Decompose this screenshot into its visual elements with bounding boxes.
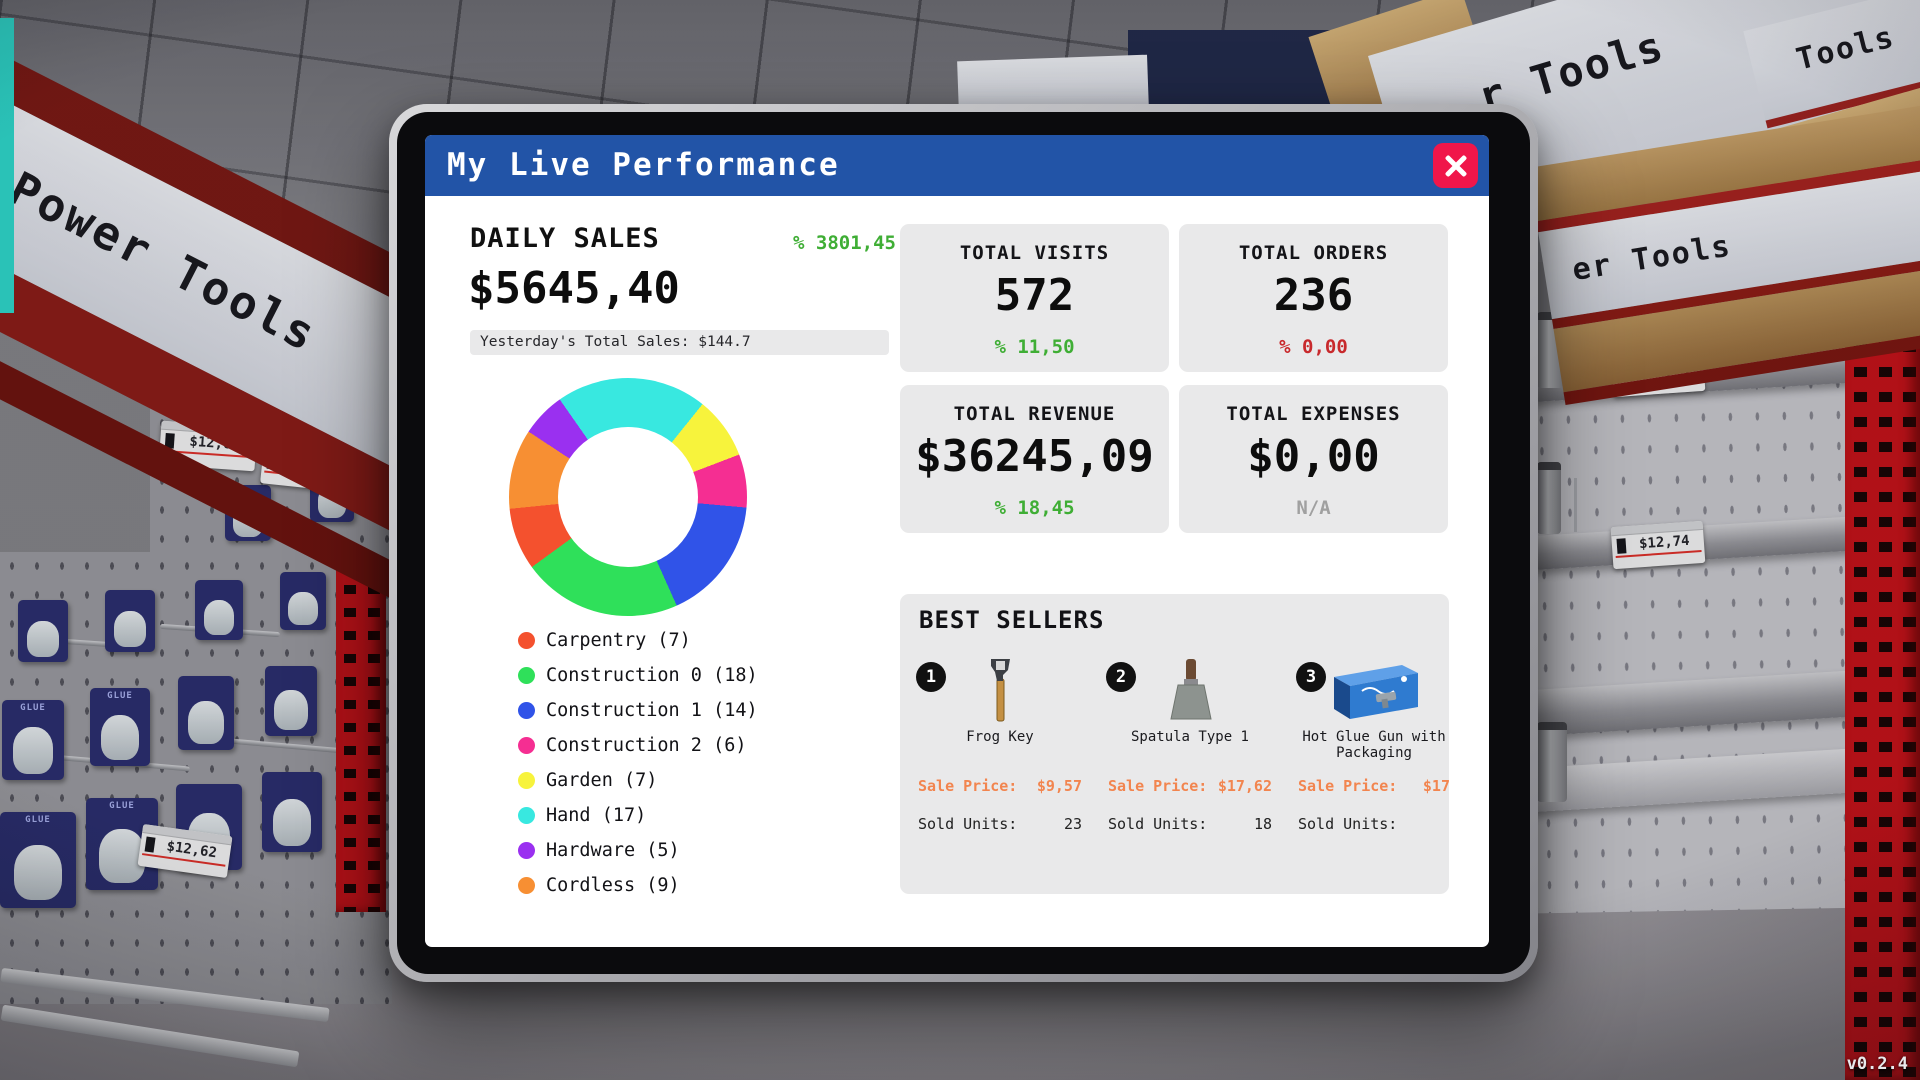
- legend-label: Carpentry (7): [546, 629, 691, 651]
- stat-delta: % 11,50: [994, 336, 1075, 358]
- legend-dot: [518, 701, 535, 719]
- glue-gun-box-icon: [1294, 654, 1449, 726]
- stat-value: 572: [994, 270, 1075, 321]
- stat-delta: % 0,00: [1279, 336, 1348, 358]
- legend-item: Construction 1 (14): [518, 699, 758, 721]
- sale-price-value: $17: [1422, 777, 1449, 795]
- sold-units-label: Sold Units:: [1108, 815, 1208, 833]
- stat-card-total-visits: TOTAL VISITS 572 % 11,50: [900, 224, 1169, 372]
- product-name: Frog Key: [966, 729, 1034, 745]
- frog-key-icon: [914, 654, 1086, 726]
- stat-card-total-expenses: TOTAL EXPENSES $0,00 N/A: [1179, 385, 1448, 533]
- stat-label: TOTAL ORDERS: [1238, 242, 1389, 264]
- legend-label: Hardware (5): [546, 839, 680, 861]
- legend-item: Hardware (5): [518, 839, 758, 861]
- daily-sales-label: DAILY SALES: [470, 223, 660, 254]
- rank-badge: 3: [1296, 662, 1326, 692]
- tablet-screen: My Live Performance DAILY SALES % 3801,4…: [425, 135, 1489, 947]
- legend-label: Cordless (9): [546, 874, 680, 896]
- sale-price-label: Sale Price:: [918, 777, 1018, 795]
- daily-sales-value: $5645,40: [468, 263, 680, 314]
- yesterday-sales-note: Yesterday's Total Sales: $144.7: [470, 330, 889, 355]
- donut-chart: [509, 378, 747, 616]
- legend-item: Construction 2 (6): [518, 734, 758, 756]
- product-name: Hot Glue Gun with Packaging: [1302, 729, 1446, 761]
- legend-item: Garden (7): [518, 769, 758, 791]
- window-title: My Live Performance: [447, 147, 840, 183]
- best-seller-item-2: 2 Spatula Type 1 Sale Price: $17,62 Sold …: [1104, 649, 1276, 889]
- stat-card-total-orders: TOTAL ORDERS 236 % 0,00: [1179, 224, 1448, 372]
- legend-label: Construction 0 (18): [546, 664, 758, 686]
- spatula-icon: [1104, 654, 1276, 726]
- best-sellers-title: BEST SELLERS: [919, 606, 1105, 634]
- sold-units-label: Sold Units:: [1298, 815, 1398, 833]
- stat-label: TOTAL VISITS: [959, 242, 1110, 264]
- stat-value: $36245,09: [915, 431, 1154, 482]
- legend-dot: [518, 666, 535, 684]
- legend-dot: [518, 736, 535, 754]
- legend-dot: [518, 631, 535, 649]
- legend-label: Construction 2 (6): [546, 734, 747, 756]
- sold-units-value: 23: [1063, 815, 1082, 833]
- best-seller-item-3: 3 Hot Glue Gun with Packaging Sale Price…: [1294, 649, 1449, 889]
- sale-price-label: Sale Price:: [1108, 777, 1208, 795]
- legend-dot: [518, 771, 535, 789]
- stat-card-total-revenue: TOTAL REVENUE $36245,09 % 18,45: [900, 385, 1169, 533]
- daily-sales-delta: % 3801,45: [793, 232, 896, 254]
- stat-delta: % 18,45: [994, 497, 1075, 519]
- legend-dot: [518, 876, 535, 894]
- best-seller-item-1: 1 Frog Key Sale Price: $9,57 Sold Units: 2…: [914, 649, 1086, 889]
- sale-price-value: $17,62: [1217, 777, 1272, 795]
- rank-badge: 2: [1106, 662, 1136, 692]
- stat-value: 236: [1273, 270, 1354, 321]
- sold-units-label: Sold Units:: [918, 815, 1018, 833]
- legend-label: Construction 1 (14): [546, 699, 758, 721]
- performance-window: My Live Performance DAILY SALES % 3801,4…: [389, 104, 1538, 982]
- legend-label: Garden (7): [546, 769, 658, 791]
- product-name: Spatula Type 1: [1130, 729, 1249, 745]
- legend-item: Carpentry (7): [518, 629, 758, 651]
- legend-item: Hand (17): [518, 804, 758, 826]
- sold-units-value: 18: [1253, 815, 1272, 833]
- legend-dot: [518, 841, 535, 859]
- sale-price-value: $9,57: [1036, 777, 1082, 795]
- best-sellers-panel: BEST SELLERS 1 Frog Key Sale Price: $9,57…: [900, 594, 1449, 894]
- legend-item: Construction 0 (18): [518, 664, 758, 686]
- stat-label: TOTAL EXPENSES: [1226, 403, 1401, 425]
- rank-badge: 1: [916, 662, 946, 692]
- chart-legend: Carpentry (7) Construction 0 (18) Constr…: [518, 629, 758, 896]
- close-button[interactable]: [1433, 143, 1478, 188]
- stat-value: $0,00: [1247, 431, 1380, 482]
- legend-dot: [518, 806, 535, 824]
- stat-delta: N/A: [1296, 497, 1331, 519]
- stat-label: TOTAL REVENUE: [953, 403, 1116, 425]
- legend-item: Cordless (9): [518, 874, 758, 896]
- window-titlebar: My Live Performance: [425, 135, 1489, 196]
- sale-price-label: Sale Price:: [1298, 777, 1398, 795]
- game-version: v0.2.4: [1846, 1054, 1908, 1074]
- legend-label: Hand (17): [546, 804, 647, 826]
